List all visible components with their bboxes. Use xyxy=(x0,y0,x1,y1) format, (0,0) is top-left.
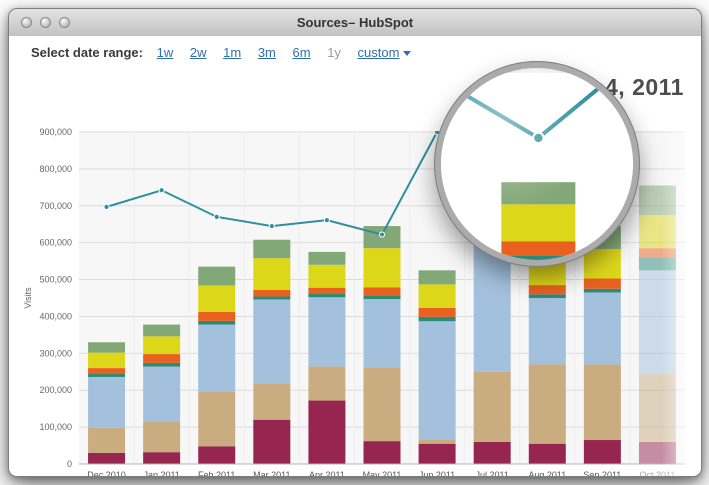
minimize-button[interactable] xyxy=(40,17,51,28)
range-3m[interactable]: 3m xyxy=(257,45,276,60)
svg-text:400,000: 400,000 xyxy=(39,311,72,321)
svg-text:May 2011: May 2011 xyxy=(363,470,402,477)
svg-text:800,000: 800,000 xyxy=(39,164,72,174)
svg-text:Oct 2011: Oct 2011 xyxy=(640,470,676,477)
svg-text:300,000: 300,000 xyxy=(39,348,72,358)
svg-text:700,000: 700,000 xyxy=(39,201,72,211)
svg-text:100,000: 100,000 xyxy=(39,422,72,432)
svg-text:200,000: 200,000 xyxy=(39,385,72,395)
svg-text:600,000: 600,000 xyxy=(39,238,72,248)
app-window: Sources– HubSpot Select date range: 1w 2… xyxy=(8,8,702,477)
date-range-toolbar: Select date range: 1w 2w 1m 3m 6m 1y cus… xyxy=(31,45,412,60)
range-1y[interactable]: 1y xyxy=(327,45,341,60)
range-2w[interactable]: 2w xyxy=(189,45,207,60)
window-content: Select date range: 1w 2w 1m 3m 6m 1y cus… xyxy=(9,36,701,476)
svg-text:Apr 2011: Apr 2011 xyxy=(309,470,345,477)
svg-text:Dec 2010: Dec 2010 xyxy=(87,470,126,477)
zoom-button[interactable] xyxy=(59,17,70,28)
svg-text:Aug 2011: Aug 2011 xyxy=(528,470,566,477)
caret-down-icon xyxy=(403,51,412,57)
svg-text:Jan 2011: Jan 2011 xyxy=(143,470,179,477)
svg-text:900,000: 900,000 xyxy=(39,127,72,137)
range-6m[interactable]: 6m xyxy=(292,45,311,60)
title-bar: Sources– HubSpot xyxy=(9,9,701,37)
magnified-chart xyxy=(441,71,633,260)
svg-text:Visits: Visits xyxy=(23,287,33,309)
range-custom[interactable]: custom xyxy=(357,45,400,60)
svg-text:Feb 2011: Feb 2011 xyxy=(198,470,235,477)
svg-text:500,000: 500,000 xyxy=(39,275,72,285)
magnifier-lens xyxy=(435,62,639,266)
window-controls xyxy=(21,17,70,28)
range-1w[interactable]: 1w xyxy=(156,45,174,60)
date-range-label: Select date range: xyxy=(31,45,143,60)
svg-text:Jun 2011: Jun 2011 xyxy=(419,470,455,477)
magnified-view xyxy=(441,68,633,260)
svg-text:Mar 2011: Mar 2011 xyxy=(253,470,290,477)
right-fade-overlay xyxy=(661,98,701,476)
window-title: Sources– HubSpot xyxy=(296,15,414,30)
range-1m[interactable]: 1m xyxy=(223,45,242,60)
svg-text:0: 0 xyxy=(67,459,72,469)
svg-text:Sep 2011: Sep 2011 xyxy=(583,470,621,477)
svg-text:Jul 2011: Jul 2011 xyxy=(476,470,509,477)
close-button[interactable] xyxy=(21,17,32,28)
